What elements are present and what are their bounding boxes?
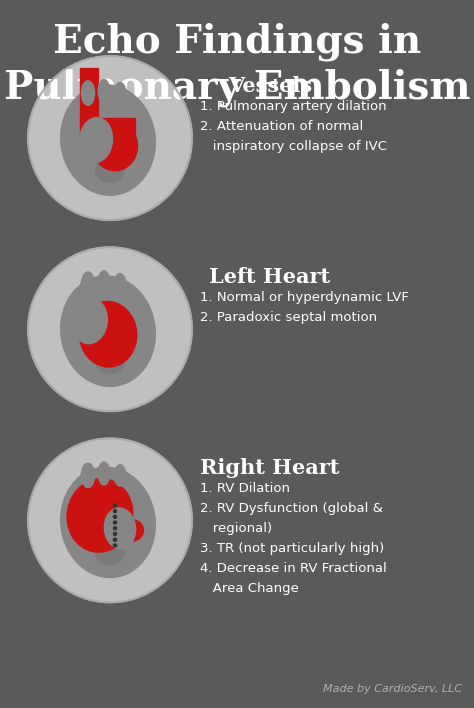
- Ellipse shape: [98, 82, 110, 110]
- Ellipse shape: [81, 273, 95, 305]
- Text: Echo Findings in: Echo Findings in: [53, 23, 421, 62]
- Text: 2. Paradoxic septal motion: 2. Paradoxic septal motion: [200, 312, 377, 324]
- Ellipse shape: [61, 85, 155, 195]
- Text: regional): regional): [200, 523, 272, 535]
- Ellipse shape: [113, 467, 127, 493]
- Ellipse shape: [104, 508, 136, 549]
- Ellipse shape: [98, 273, 110, 301]
- Ellipse shape: [79, 302, 137, 367]
- Ellipse shape: [80, 118, 112, 163]
- Text: Vessels: Vessels: [228, 76, 312, 96]
- Ellipse shape: [92, 122, 137, 171]
- Ellipse shape: [98, 79, 110, 103]
- Ellipse shape: [102, 96, 130, 120]
- Circle shape: [113, 510, 117, 513]
- Ellipse shape: [96, 540, 124, 565]
- Circle shape: [113, 515, 117, 518]
- Ellipse shape: [113, 276, 127, 302]
- Circle shape: [113, 544, 117, 547]
- Text: 1. RV Dilation: 1. RV Dilation: [200, 482, 290, 496]
- Circle shape: [113, 527, 117, 530]
- Circle shape: [113, 538, 117, 541]
- Ellipse shape: [114, 464, 126, 486]
- Text: Right Heart: Right Heart: [201, 458, 340, 479]
- Ellipse shape: [114, 273, 126, 295]
- Ellipse shape: [61, 467, 155, 578]
- Bar: [80, 118, 135, 133]
- Ellipse shape: [96, 158, 124, 183]
- Ellipse shape: [82, 272, 94, 297]
- Text: 2. RV Dysfunction (global &: 2. RV Dysfunction (global &: [200, 503, 383, 515]
- Ellipse shape: [81, 82, 95, 114]
- Ellipse shape: [82, 81, 94, 105]
- Text: Left Heart: Left Heart: [210, 267, 330, 287]
- Text: inspiratory collapse of IVC: inspiratory collapse of IVC: [200, 140, 387, 153]
- Text: 4. Decrease in RV Fractional: 4. Decrease in RV Fractional: [200, 562, 387, 576]
- Text: 3. TR (not particularly high): 3. TR (not particularly high): [200, 542, 384, 555]
- Circle shape: [113, 532, 117, 535]
- Ellipse shape: [114, 82, 126, 103]
- Ellipse shape: [102, 479, 130, 502]
- Text: 1. Pulmonary artery dilation: 1. Pulmonary artery dilation: [200, 100, 387, 113]
- Ellipse shape: [76, 97, 108, 123]
- Ellipse shape: [61, 276, 155, 387]
- Text: 1. Normal or hyperdynamic LVF: 1. Normal or hyperdynamic LVF: [200, 291, 409, 304]
- Ellipse shape: [73, 299, 107, 343]
- Text: Area Change: Area Change: [200, 583, 299, 595]
- Ellipse shape: [96, 349, 124, 374]
- Text: Made by CardioServ, LLC: Made by CardioServ, LLC: [323, 684, 462, 694]
- Circle shape: [113, 521, 117, 524]
- Ellipse shape: [82, 463, 94, 488]
- Ellipse shape: [120, 520, 144, 541]
- Text: Pulmonary Embolism: Pulmonary Embolism: [4, 69, 470, 107]
- Bar: [80, 68, 98, 123]
- Ellipse shape: [76, 288, 108, 314]
- Circle shape: [28, 438, 192, 603]
- Ellipse shape: [98, 464, 110, 492]
- Ellipse shape: [98, 270, 110, 294]
- Ellipse shape: [102, 287, 130, 311]
- Ellipse shape: [81, 464, 95, 496]
- Text: 2. Attenuation of normal: 2. Attenuation of normal: [200, 120, 363, 133]
- Circle shape: [28, 56, 192, 220]
- Ellipse shape: [98, 462, 110, 485]
- Circle shape: [113, 504, 117, 507]
- Ellipse shape: [113, 85, 127, 111]
- Ellipse shape: [67, 479, 133, 552]
- Ellipse shape: [76, 479, 108, 506]
- Circle shape: [28, 247, 192, 411]
